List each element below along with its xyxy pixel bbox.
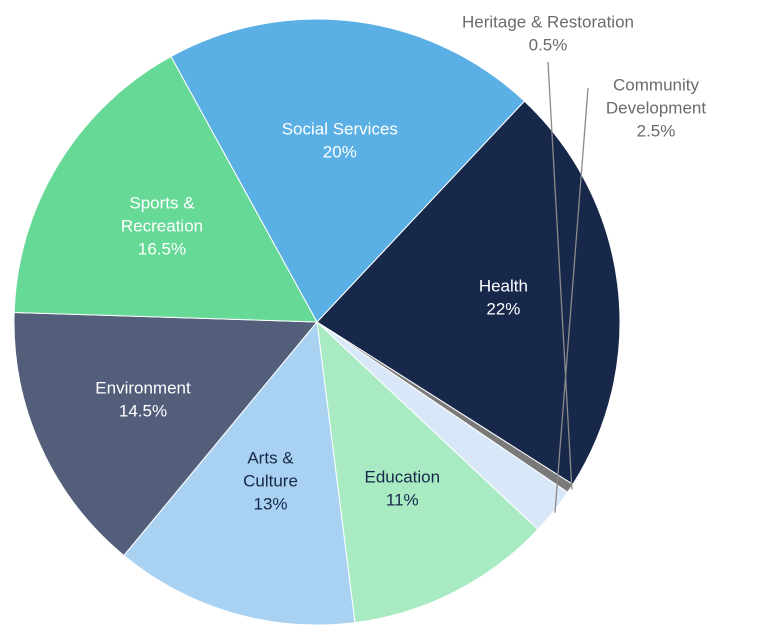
slice-value: 11% — [386, 490, 419, 509]
pie-slices — [13, 18, 621, 626]
slice-value: 14.5% — [119, 402, 167, 421]
slice-labels: Health 22% Heritage & Restoration 0.5% Commu… — [95, 12, 706, 513]
slice-arts-and-culture — [123, 320, 356, 626]
label-community-development: Community Development 2.5% — [606, 75, 706, 140]
slice-social-services — [170, 18, 526, 323]
slice-name: Social Services — [282, 120, 398, 139]
slice-value: 2.5% — [637, 121, 676, 140]
slice-name: Arts & — [247, 448, 294, 467]
label-social-services: Social Services 20% — [282, 120, 398, 162]
slice-education — [316, 320, 539, 624]
slice-value: 13% — [253, 494, 287, 513]
leader-line-community-development — [554, 87, 589, 513]
slice-name: Community — [613, 75, 699, 94]
label-sports-and-recreation: Sports & Recreation 16.5% — [121, 193, 203, 258]
slice-name: Culture — [243, 471, 298, 490]
slice-sports-and-recreation — [13, 55, 318, 323]
slice-name: Sports & — [129, 193, 195, 212]
leader-line-heritage-and-restoration — [547, 61, 573, 490]
slice-name: Education — [364, 467, 440, 486]
slice-environment — [13, 311, 319, 557]
label-heritage-and-restoration: Heritage & Restoration 0.5% — [462, 12, 634, 54]
slice-value: 16.5% — [138, 239, 186, 258]
slice-name: Heritage & Restoration — [462, 12, 634, 31]
slice-health — [316, 100, 621, 486]
slice-value: 20% — [323, 143, 357, 162]
leader-lines — [547, 61, 589, 513]
slice-name: Recreation — [121, 216, 203, 235]
slice-name: Environment — [95, 379, 191, 398]
label-environment: Environment 14.5% — [95, 379, 191, 421]
slice-name: Development — [606, 98, 706, 117]
label-health: Health 22% — [479, 276, 528, 318]
label-education: Education 11% — [364, 467, 440, 509]
slice-value: 22% — [486, 299, 520, 318]
label-arts-and-culture: Arts & Culture 13% — [243, 448, 298, 513]
slice-value: 0.5% — [529, 35, 568, 54]
slice-name: Health — [479, 276, 528, 295]
